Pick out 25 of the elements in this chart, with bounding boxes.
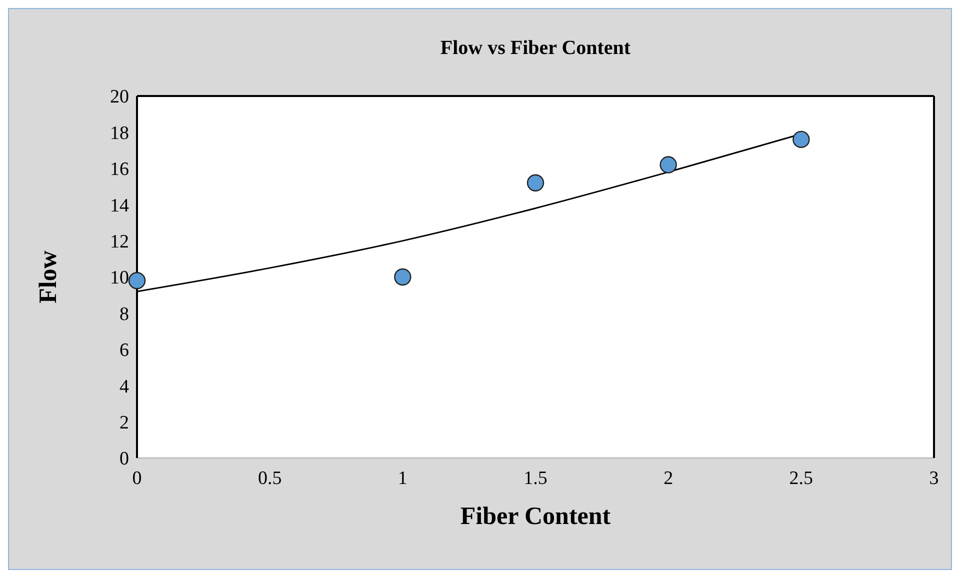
- x-tick-label: 0.5: [258, 468, 282, 489]
- y-tick-label: 18: [110, 122, 129, 144]
- x-tick-label: 1: [398, 468, 408, 489]
- y-tick-label: 10: [110, 268, 129, 289]
- x-tick-label: 3: [929, 468, 939, 489]
- point: [660, 156, 677, 174]
- y-tick-label: 14: [110, 195, 130, 216]
- y-tick-label: 0: [120, 448, 129, 470]
- x-tick-label: 2.5: [789, 468, 814, 489]
- y-tick-label: 6: [120, 340, 129, 362]
- y-tick-label: 12: [110, 231, 129, 252]
- point: [526, 174, 544, 192]
- y-tick-label: 2: [120, 412, 129, 434]
- y-tick-label: 8: [120, 304, 129, 325]
- y-tick-label: 20: [110, 86, 129, 108]
- x-tick-label: 1.5: [524, 468, 548, 489]
- point: [792, 130, 810, 148]
- point: [128, 272, 146, 290]
- x-axis-title: Fiber Content: [460, 503, 612, 530]
- y-tick-label: 16: [110, 159, 129, 180]
- y-axis-title: Flow: [35, 250, 62, 304]
- x-tick-label: 2: [664, 468, 674, 489]
- point: [394, 268, 412, 286]
- y-tick-label: 4: [120, 376, 130, 398]
- chart-title: Flow vs Fiber Content: [440, 37, 631, 59]
